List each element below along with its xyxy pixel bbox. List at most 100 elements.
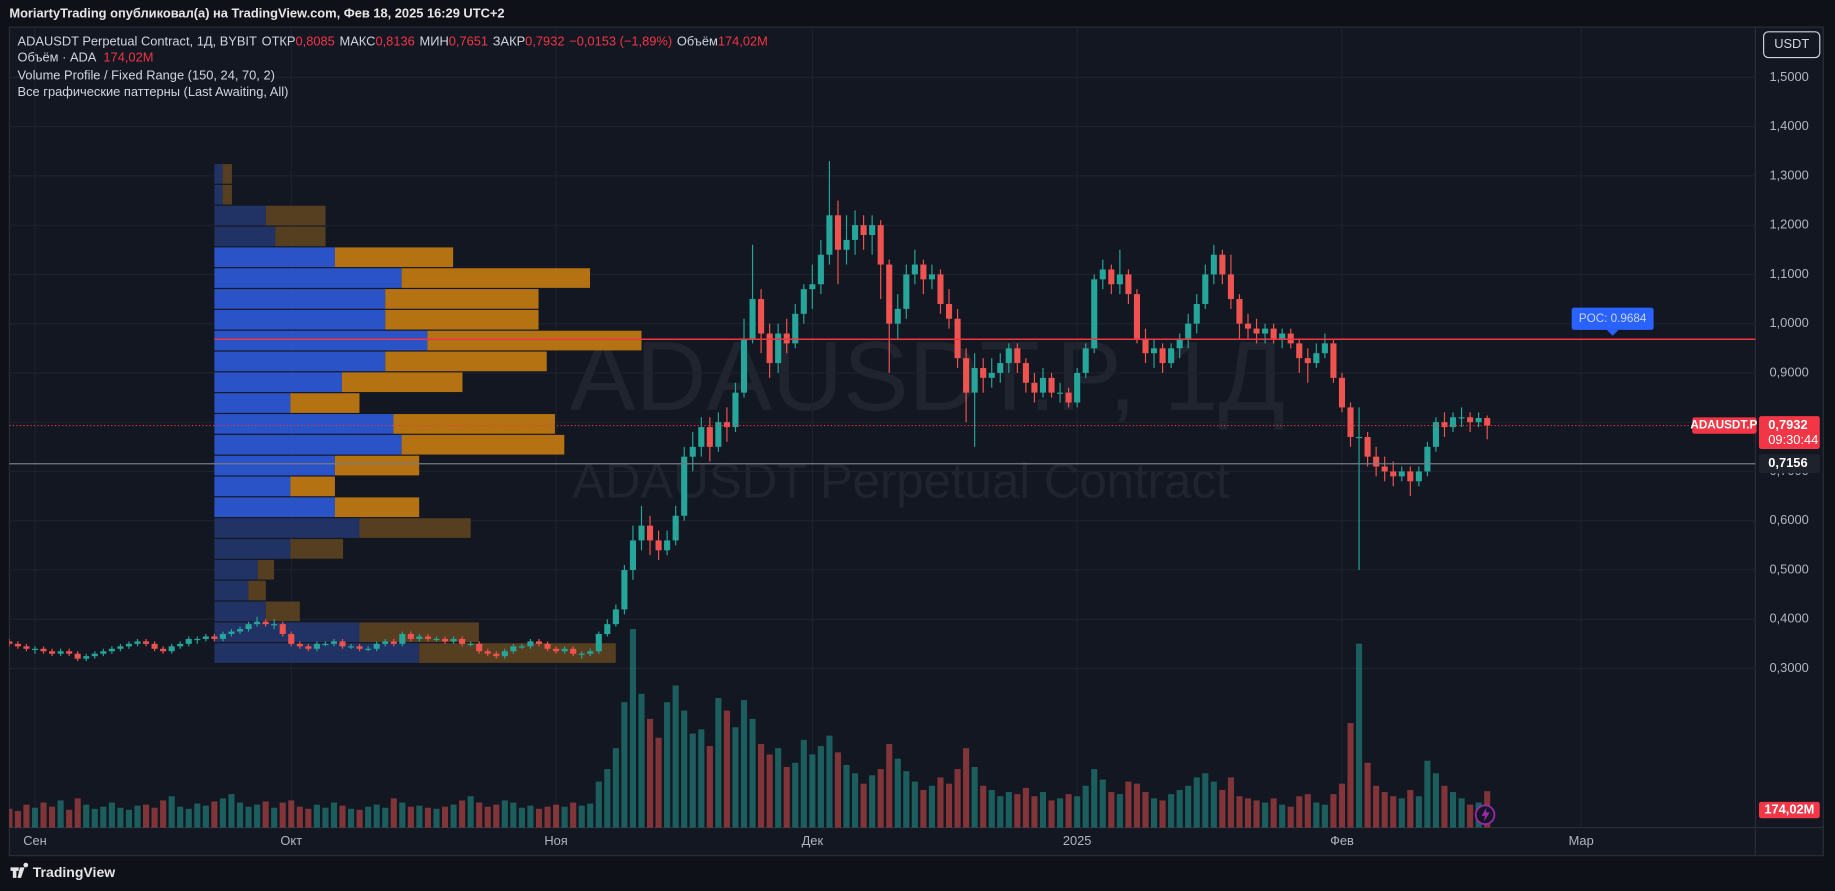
profile-down [385,351,547,372]
profile-down [385,309,539,330]
candle-body [185,638,192,644]
indicator[interactable]: Volume Profile / Fixed Range (150, 24, 7… [18,68,275,83]
candle-body [1219,254,1226,275]
y-tick-label: 1,3000 [1769,167,1808,182]
candle-body [1005,348,1012,364]
candle-body [484,651,491,654]
candle-body [1364,436,1371,457]
volume-bar [1253,800,1260,828]
candle-body [1048,377,1055,393]
profile-down [290,539,344,559]
volume-tag-label: 174,02M [1764,801,1814,816]
volume-bar [1321,804,1328,828]
volume-bar [980,785,987,828]
candle-body [1398,471,1405,477]
candle-body [373,643,380,649]
candle-body [1125,274,1132,295]
volume-bar [954,769,961,828]
volume-bar [424,807,431,828]
candle-body [142,641,150,644]
y-tick-label: 1,4000 [1769,118,1808,133]
volume-bar [1330,794,1337,828]
profile-up [214,247,335,268]
profile-up [214,414,394,434]
candle-body [852,225,859,240]
candle-body [1150,348,1158,354]
volume-bar [817,746,824,828]
volume-bar [1116,794,1123,828]
candle-body [1475,418,1482,423]
profile-up [214,289,386,309]
volume-bar [775,748,782,828]
volume-bar [689,733,696,828]
candle-body [1014,348,1021,364]
candle-body [1338,377,1346,408]
candle-body [1347,407,1354,437]
candle-body [236,629,244,632]
volume-bar [834,752,842,828]
volume-bar [348,808,355,828]
currency-label[interactable]: USDT [1774,36,1809,51]
candle-body [1193,303,1200,324]
candle-body [587,651,594,654]
candle-body [117,646,124,649]
candle-body [740,338,748,393]
volume-bar [356,809,363,828]
price-tag [1758,416,1820,449]
volume-bar [117,807,124,828]
volume-bar [407,806,414,828]
profile-up [214,393,291,413]
y-tick-label: 1,2000 [1769,217,1808,232]
candle-body [535,641,543,644]
candle-body [1467,417,1474,423]
watermark-title: ADAUSDT.P, 1Д [570,321,1285,431]
candle-body [271,624,278,626]
indicator[interactable]: Все графические паттерны (Last Awaiting,… [18,84,289,99]
volume-bar [390,798,397,828]
volume-bar [1364,762,1371,828]
candle-body [911,264,918,275]
candle-body [279,624,286,635]
currency-button[interactable] [1763,31,1821,59]
candle-body [501,651,508,657]
volume-bar [134,805,141,828]
profile-down [248,580,266,601]
candle-body [330,641,338,644]
volume-bar [194,803,201,828]
candle-body [399,634,406,644]
candle-body [1022,363,1029,383]
candle-body [1031,382,1038,393]
candle-body [604,624,611,635]
volume-bar [1005,792,1012,828]
candle-body [288,634,295,644]
candle-body [1168,348,1175,364]
volume-bar [621,702,628,828]
candle-body [894,308,901,324]
volume-bar [792,762,799,828]
volume-bar [1467,804,1474,828]
volume-bar [971,766,978,828]
volume-bar [9,808,13,828]
candle-body [228,631,235,635]
candle-body [49,651,56,654]
candle-body [612,609,619,625]
volume-bar [74,798,81,828]
volume-bar [49,806,56,828]
volume-bar [1133,783,1140,828]
candle-body [1449,417,1457,428]
volume-bar [988,789,995,828]
field-value: 0,8085 [296,34,335,49]
profile-down [385,289,539,309]
alert-bolt [1481,807,1490,822]
volume-bar [510,802,517,828]
volume-bar [1262,802,1269,828]
x-tick-label: Окт [280,833,302,848]
profile-down [359,518,471,538]
y-tick-label: 0,4000 [1769,611,1808,626]
volume-bar [501,800,508,828]
candle-body [646,525,654,541]
volume-bar [783,766,790,828]
volume-bar [1313,802,1320,828]
candle-body [14,643,21,647]
volume-bar [459,800,466,828]
